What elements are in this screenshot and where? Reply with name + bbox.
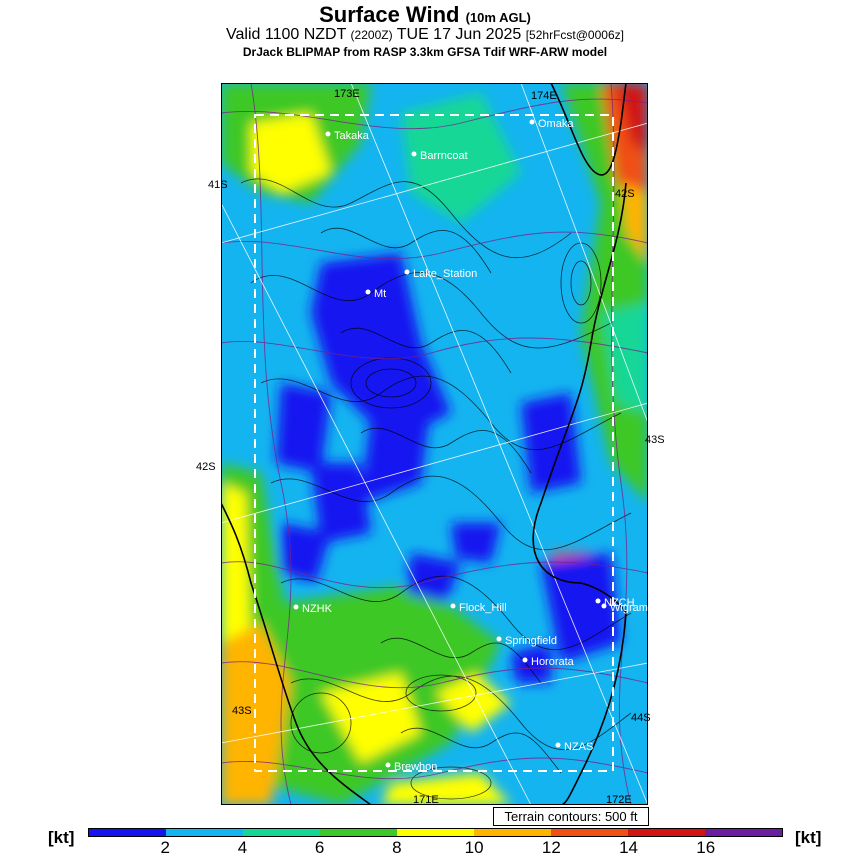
valid-date: TUE 17 Jun 2025 bbox=[396, 26, 522, 43]
place-label: NZCH bbox=[604, 597, 635, 609]
colorbar-tick-label: 8 bbox=[392, 838, 402, 857]
terrain-note: Terrain contours: 500 ft bbox=[493, 807, 649, 826]
lat-label: 43S bbox=[645, 434, 665, 446]
lat-label: 42S bbox=[196, 461, 216, 473]
colorbar-segment bbox=[89, 829, 166, 836]
colorbar-tick-label: 2 bbox=[160, 838, 170, 857]
chart-title: Surface Wind (10m AGL) bbox=[0, 2, 850, 28]
place-dot bbox=[411, 151, 417, 157]
colorbar-segment bbox=[397, 829, 474, 836]
unit-label-left: [kt] bbox=[48, 828, 75, 847]
place-dot bbox=[450, 603, 456, 609]
place-label: Flock_Hill bbox=[459, 602, 507, 614]
model-info: DrJack BLIPMAP from RASP 3.3km GFSA Tdif… bbox=[242, 45, 608, 59]
lat-label: 43S bbox=[232, 705, 252, 717]
colorbar-tick-label: 14 bbox=[619, 838, 639, 857]
lon-label: 173E bbox=[334, 88, 360, 100]
place-dot bbox=[522, 657, 528, 663]
place-label: Omaka bbox=[538, 118, 574, 130]
colorbar-segment bbox=[474, 829, 551, 836]
place-label: Lake_Station bbox=[413, 268, 477, 280]
colorbar bbox=[88, 828, 783, 837]
valid-prefix: Valid 1100 NZDT bbox=[226, 26, 347, 43]
place-label: Springfield bbox=[505, 635, 557, 647]
colorbar-tick-label: 4 bbox=[237, 838, 248, 857]
place-dot bbox=[404, 269, 410, 275]
place-markers: Takaka Barrncoat Omaka Lake_Station Mt N… bbox=[293, 118, 648, 773]
colorbar-tick-label: 6 bbox=[314, 838, 325, 857]
place-label: NZHK bbox=[302, 603, 333, 615]
place-label: Takaka bbox=[334, 130, 370, 142]
place-label: Mt bbox=[374, 288, 386, 300]
place-dot bbox=[555, 742, 561, 748]
place-label: Hororata bbox=[531, 656, 575, 668]
colorbar-tick-label: 10 bbox=[464, 838, 484, 857]
lon-label: 172E bbox=[606, 794, 632, 805]
valid-utc: (2200Z) bbox=[350, 28, 393, 42]
place-dot bbox=[529, 119, 535, 125]
colorbar-segment bbox=[166, 829, 243, 836]
title-main: Surface Wind bbox=[319, 2, 460, 27]
place-dot bbox=[385, 762, 391, 768]
place-label: Wigram bbox=[610, 602, 648, 614]
place-dot bbox=[365, 289, 371, 295]
valid-forecast: [52hrFcst@0006z] bbox=[525, 28, 624, 42]
colorbar-segment bbox=[705, 829, 782, 836]
colorbar-segment bbox=[551, 829, 628, 836]
colorbar-segment bbox=[628, 829, 705, 836]
title-sub: (10m AGL) bbox=[465, 10, 531, 25]
place-dot bbox=[325, 131, 331, 137]
place-dot bbox=[293, 604, 299, 610]
place-label: NZAS bbox=[564, 741, 593, 753]
unit-label-right: [kt] bbox=[795, 828, 822, 847]
terrain-contours bbox=[240, 178, 632, 800]
lon-label: 174E bbox=[531, 90, 557, 102]
lat-label: 44S bbox=[631, 712, 651, 724]
place-label: Barrncoat bbox=[420, 150, 468, 162]
colorbar-tick-label: 12 bbox=[541, 838, 561, 857]
colorbar-segment bbox=[243, 829, 320, 836]
lon-label: 171E bbox=[413, 794, 439, 805]
colorbar-tick-label: 16 bbox=[696, 838, 716, 857]
colorbar-segment bbox=[320, 829, 397, 836]
valid-time: Valid 1100 NZDT (2200Z) TUE 17 Jun 2025 … bbox=[0, 26, 850, 44]
place-label: Brewhon bbox=[394, 761, 437, 773]
lat-label: 42S bbox=[615, 188, 635, 200]
place-dot bbox=[496, 636, 502, 642]
wind-map: Takaka Barrncoat Omaka Lake_Station Mt N… bbox=[221, 83, 648, 805]
place-dot bbox=[601, 603, 607, 609]
lat-label: 41S bbox=[208, 179, 228, 191]
place-dot bbox=[595, 598, 601, 604]
inner-domain-box bbox=[254, 114, 614, 772]
coastline bbox=[221, 83, 627, 805]
